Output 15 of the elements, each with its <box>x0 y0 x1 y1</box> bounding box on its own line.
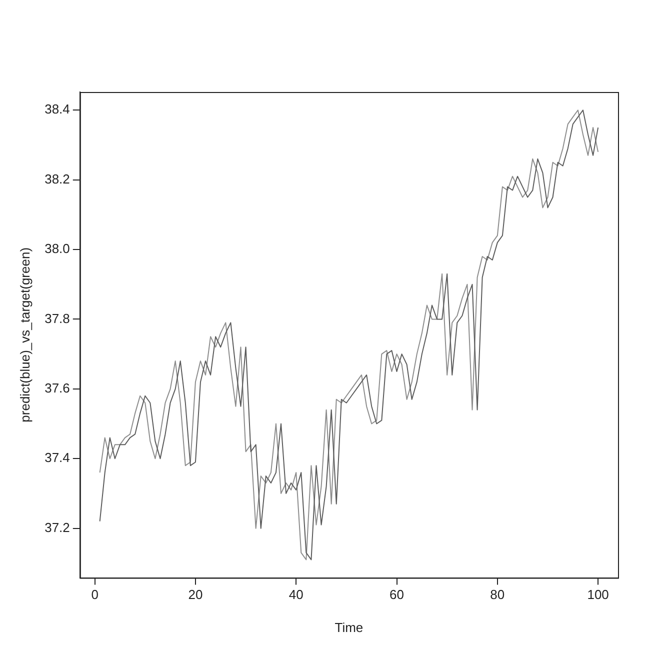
y-tick-label: 37.2 <box>44 520 70 535</box>
y-axis-title: predict(blue)_vs_target(green) <box>17 247 32 422</box>
x-axis-title: Time <box>334 620 364 635</box>
y-tick-label: 38.2 <box>44 171 70 186</box>
x-tick-label: 20 <box>188 587 203 602</box>
x-tick-label: 60 <box>390 587 404 602</box>
y-tick-label: 38.0 <box>44 241 70 256</box>
x-tick-label: 0 <box>91 587 98 602</box>
y-tick-label: 38.4 <box>44 102 70 117</box>
y-tick-label: 37.4 <box>44 450 70 466</box>
y-tick-label: 37.6 <box>44 380 70 396</box>
x-tick-label: 100 <box>587 587 609 602</box>
x-tick-label: 80 <box>490 587 505 602</box>
x-tick-label: 40 <box>288 587 304 602</box>
y-tick-label: 37.8 <box>44 310 70 326</box>
